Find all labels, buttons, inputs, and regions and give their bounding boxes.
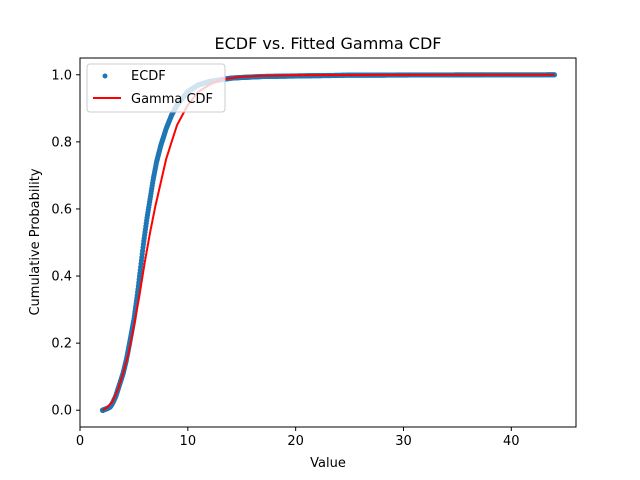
gamma-cdf-line [102,73,555,412]
x-tick-label: 0 [76,434,84,449]
y-axis: 0.0 0.2 0.4 0.6 0.8 1.0 [51,68,80,419]
x-tick-label: 20 [287,434,304,449]
legend: ECDF Gamma CDF [86,63,226,113]
plot-area [79,57,577,428]
x-tick-label: 10 [180,434,197,449]
x-axis-label: Value [310,456,346,471]
x-tick-label: 40 [503,434,520,449]
gamma-cdf-series [102,73,555,412]
y-tick-label: 0.6 [51,202,72,217]
legend-gamma-label: Gamma CDF [131,92,213,107]
x-axis: 0 10 20 30 40 [76,427,520,449]
chart-title: ECDF vs. Fitted Gamma CDF [215,34,442,53]
legend-frame [86,63,226,113]
ecdf-point [551,72,558,78]
y-tick-label: 0.2 [51,337,72,352]
x-tick-label: 30 [395,434,412,449]
plot-frame [79,57,577,428]
y-tick-label: 0.0 [51,404,72,419]
legend-ecdf-marker [102,73,108,79]
legend-ecdf-label: ECDF [131,69,166,84]
y-axis-label: Cumulative Probability [28,168,43,315]
y-tick-label: 0.4 [51,270,72,285]
y-tick-label: 1.0 [51,68,72,83]
y-tick-label: 0.8 [51,135,72,150]
